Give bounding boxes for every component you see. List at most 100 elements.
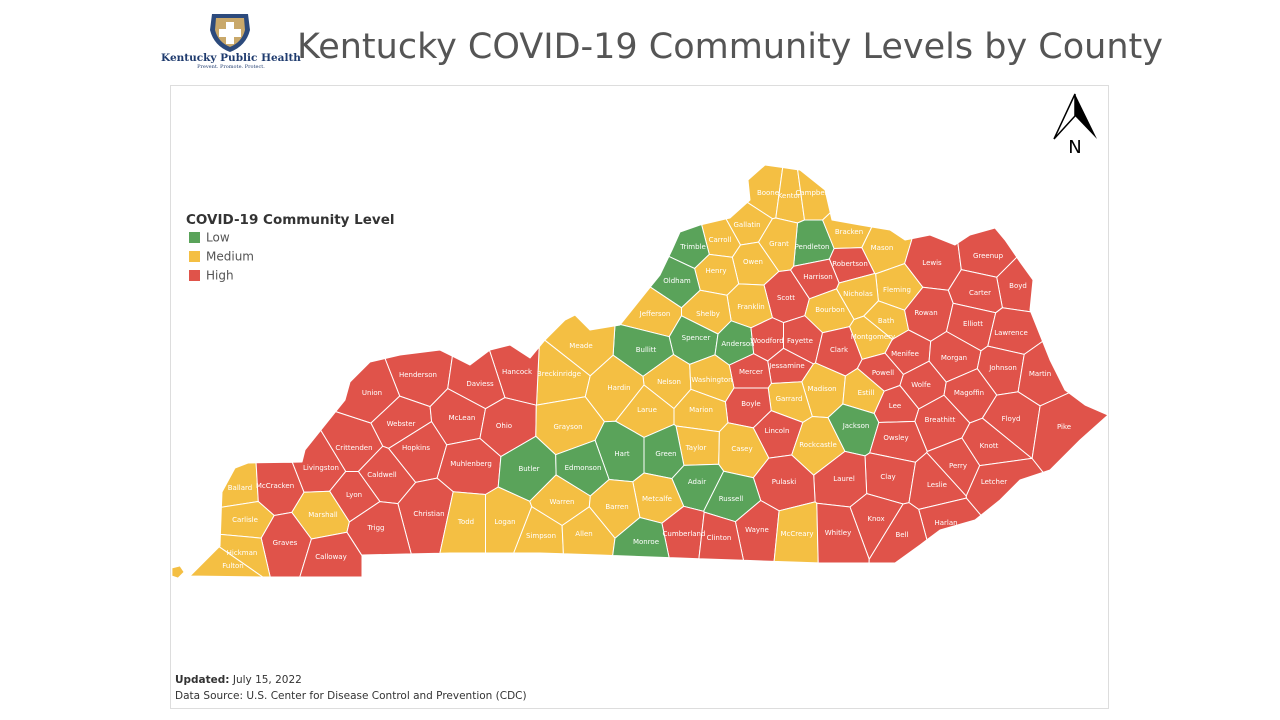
county-label: Carroll	[709, 236, 732, 244]
logo: Kentucky Public Health Prevent. Promote.…	[161, 14, 301, 70]
county-label: Leslie	[927, 481, 947, 489]
county	[612, 517, 670, 559]
county-label: Clark	[830, 346, 849, 354]
county-label: Laurel	[833, 475, 855, 483]
county-label: Meade	[569, 342, 592, 350]
county-label: Boyle	[741, 400, 760, 408]
county-label: Todd	[457, 518, 474, 526]
county-label: Taylor	[685, 444, 707, 452]
county-label: Franklin	[737, 303, 765, 311]
logo-tagline: Prevent. Promote. Protect.	[197, 64, 265, 70]
county-label: Washington	[691, 376, 732, 384]
county-label: Jackson	[842, 422, 870, 430]
county-label: Carlisle	[232, 516, 258, 524]
county-label: Henry	[705, 267, 726, 275]
county-label: Mercer	[739, 368, 763, 376]
county-label: Spencer	[682, 334, 711, 342]
county-label: Greenup	[973, 252, 1004, 260]
county-label: Bullitt	[636, 346, 657, 354]
county-label: Mason	[871, 244, 894, 252]
county-label: Green	[655, 450, 676, 458]
county-label: Webster	[387, 420, 416, 428]
county-label: Johnson	[988, 364, 1017, 372]
legend-swatch	[189, 270, 200, 281]
county	[698, 511, 744, 561]
county-label: Crittenden	[335, 444, 372, 452]
county-label: Casey	[731, 445, 752, 453]
county-label: Grant	[769, 240, 789, 248]
county-label: Floyd	[1002, 415, 1021, 423]
county-label: Calloway	[315, 553, 347, 561]
county-label: Livingston	[303, 464, 339, 472]
county-label: Lee	[889, 402, 901, 410]
county-label: Jefferson	[639, 310, 671, 318]
county-label: Larue	[637, 406, 657, 414]
county-label: Lawrence	[994, 329, 1028, 337]
data-source: Data Source: U.S. Center for Disease Con…	[175, 690, 527, 702]
county-label: Grayson	[553, 423, 582, 431]
title: Kentucky COVID-19 Community Levels by Co…	[297, 27, 1163, 67]
county-label: Oldham	[663, 277, 691, 285]
county-label: Metcalfe	[642, 495, 672, 503]
county-label: Hart	[614, 450, 629, 458]
updated: Updated: July 15, 2022	[175, 674, 302, 686]
county-label: Perry	[949, 462, 967, 470]
county-label: Hardin	[607, 384, 630, 392]
county-label: Kenton	[778, 192, 802, 200]
county-label: Henderson	[399, 371, 437, 379]
county-label: Caldwell	[367, 471, 397, 479]
legend-swatch	[189, 232, 200, 243]
county-label: McLean	[449, 414, 476, 422]
county-label: Pulaski	[772, 478, 796, 486]
county-label: Fleming	[883, 286, 911, 294]
county-label: Morgan	[941, 354, 967, 362]
county-label: Lincoln	[765, 427, 790, 435]
county-label: Wolfe	[911, 381, 931, 389]
county-label: Logan	[494, 518, 515, 526]
county-label: Marshall	[308, 511, 338, 519]
county-label: Simpson	[526, 532, 556, 540]
legend-label: Medium	[206, 250, 254, 264]
county-label: Nicholas	[843, 290, 873, 298]
legend-label: Low	[206, 231, 230, 245]
county-label: Cumberland	[663, 530, 706, 538]
county-label: Hopkins	[402, 444, 430, 452]
county-label: Monroe	[633, 538, 659, 546]
county-label: Bracken	[835, 228, 863, 236]
county-label: Owen	[743, 258, 763, 266]
county-label: Elliott	[963, 320, 983, 328]
county-label: Harrison	[803, 273, 833, 281]
county-label: McCreary	[780, 530, 813, 538]
county-label: Montgomery	[851, 333, 895, 341]
county-label: Christian	[413, 510, 444, 518]
county-label: Nelson	[657, 378, 681, 386]
legend-swatch	[189, 251, 200, 262]
north-label: N	[1068, 137, 1081, 158]
county-label: McCracken	[256, 482, 294, 490]
county-label: Fulton	[222, 562, 244, 570]
county-label: Bourbon	[815, 306, 845, 314]
county-label: Russell	[719, 495, 744, 503]
county-label: Clinton	[707, 534, 732, 542]
county-label: Rockcastle	[799, 441, 837, 449]
county-label: Campbell	[795, 189, 828, 197]
county-label: Madison	[807, 385, 836, 393]
county-label: Whitley	[825, 529, 851, 537]
county-label: Breathitt	[925, 416, 956, 424]
county-label: Lewis	[922, 259, 942, 267]
county-label: Fayette	[787, 337, 813, 345]
county-label: Union	[362, 389, 382, 397]
county-label: Bell	[896, 531, 909, 539]
county-label: Magoffin	[954, 389, 984, 397]
county-label: Boone	[757, 189, 779, 197]
legend: Low Medium High	[189, 231, 254, 283]
county-label: Marion	[689, 406, 713, 414]
county-label: Letcher	[981, 478, 1007, 486]
county-label: Hickman	[227, 549, 258, 557]
county-label: Harlan	[934, 519, 957, 527]
county-label: Robertson	[832, 260, 868, 268]
legend-title: COVID-19 Community Level	[186, 212, 395, 228]
county-label: Anderson	[721, 340, 754, 348]
